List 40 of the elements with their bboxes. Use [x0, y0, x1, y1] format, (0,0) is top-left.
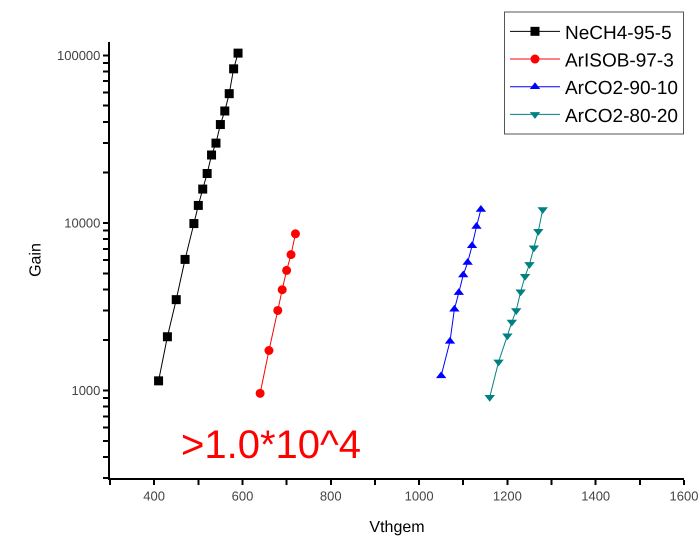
point: [154, 376, 164, 386]
point: [216, 120, 225, 130]
point: [264, 346, 274, 355]
x-tick-label: 1400: [581, 488, 610, 504]
x-tick-label: 1000: [404, 488, 434, 504]
legend-label: ArCO2-80-20: [565, 106, 678, 127]
point: [256, 388, 265, 398]
point: [198, 184, 208, 194]
point: [220, 106, 230, 116]
point: [278, 285, 287, 294]
x-tick-label: 1200: [492, 488, 522, 504]
point: [194, 200, 203, 210]
point: [286, 250, 296, 260]
legend-label: NeCH4-95-5: [565, 22, 672, 44]
y-tick-label: 1000: [71, 382, 100, 398]
x-axis-title: Vthgem: [369, 518, 425, 536]
point: [234, 48, 243, 58]
point: [202, 168, 212, 178]
point: [282, 266, 292, 275]
x-tick-label: 600: [232, 488, 254, 504]
point: [162, 332, 172, 342]
y-axis-title: Gain: [27, 243, 44, 277]
point: [229, 64, 238, 74]
point: [207, 150, 216, 160]
point: [172, 295, 181, 304]
point: [290, 229, 300, 238]
point: [224, 89, 234, 98]
point: [273, 306, 282, 315]
x-tick-label: 400: [143, 488, 165, 504]
point: [211, 138, 220, 148]
annotation: >1.0*10^4: [181, 423, 362, 467]
y-tick-label: 100000: [57, 48, 100, 63]
y-tick-label: 10000: [64, 215, 100, 230]
legend-label: ArISOB-97-3: [565, 50, 674, 72]
point: [180, 254, 190, 264]
x-tick-label: 800: [320, 488, 342, 504]
x-tick-label: 1600: [670, 488, 698, 504]
point: [189, 219, 198, 228]
legend-label: ArCO2-90-10: [565, 78, 678, 100]
point: [538, 207, 548, 214]
